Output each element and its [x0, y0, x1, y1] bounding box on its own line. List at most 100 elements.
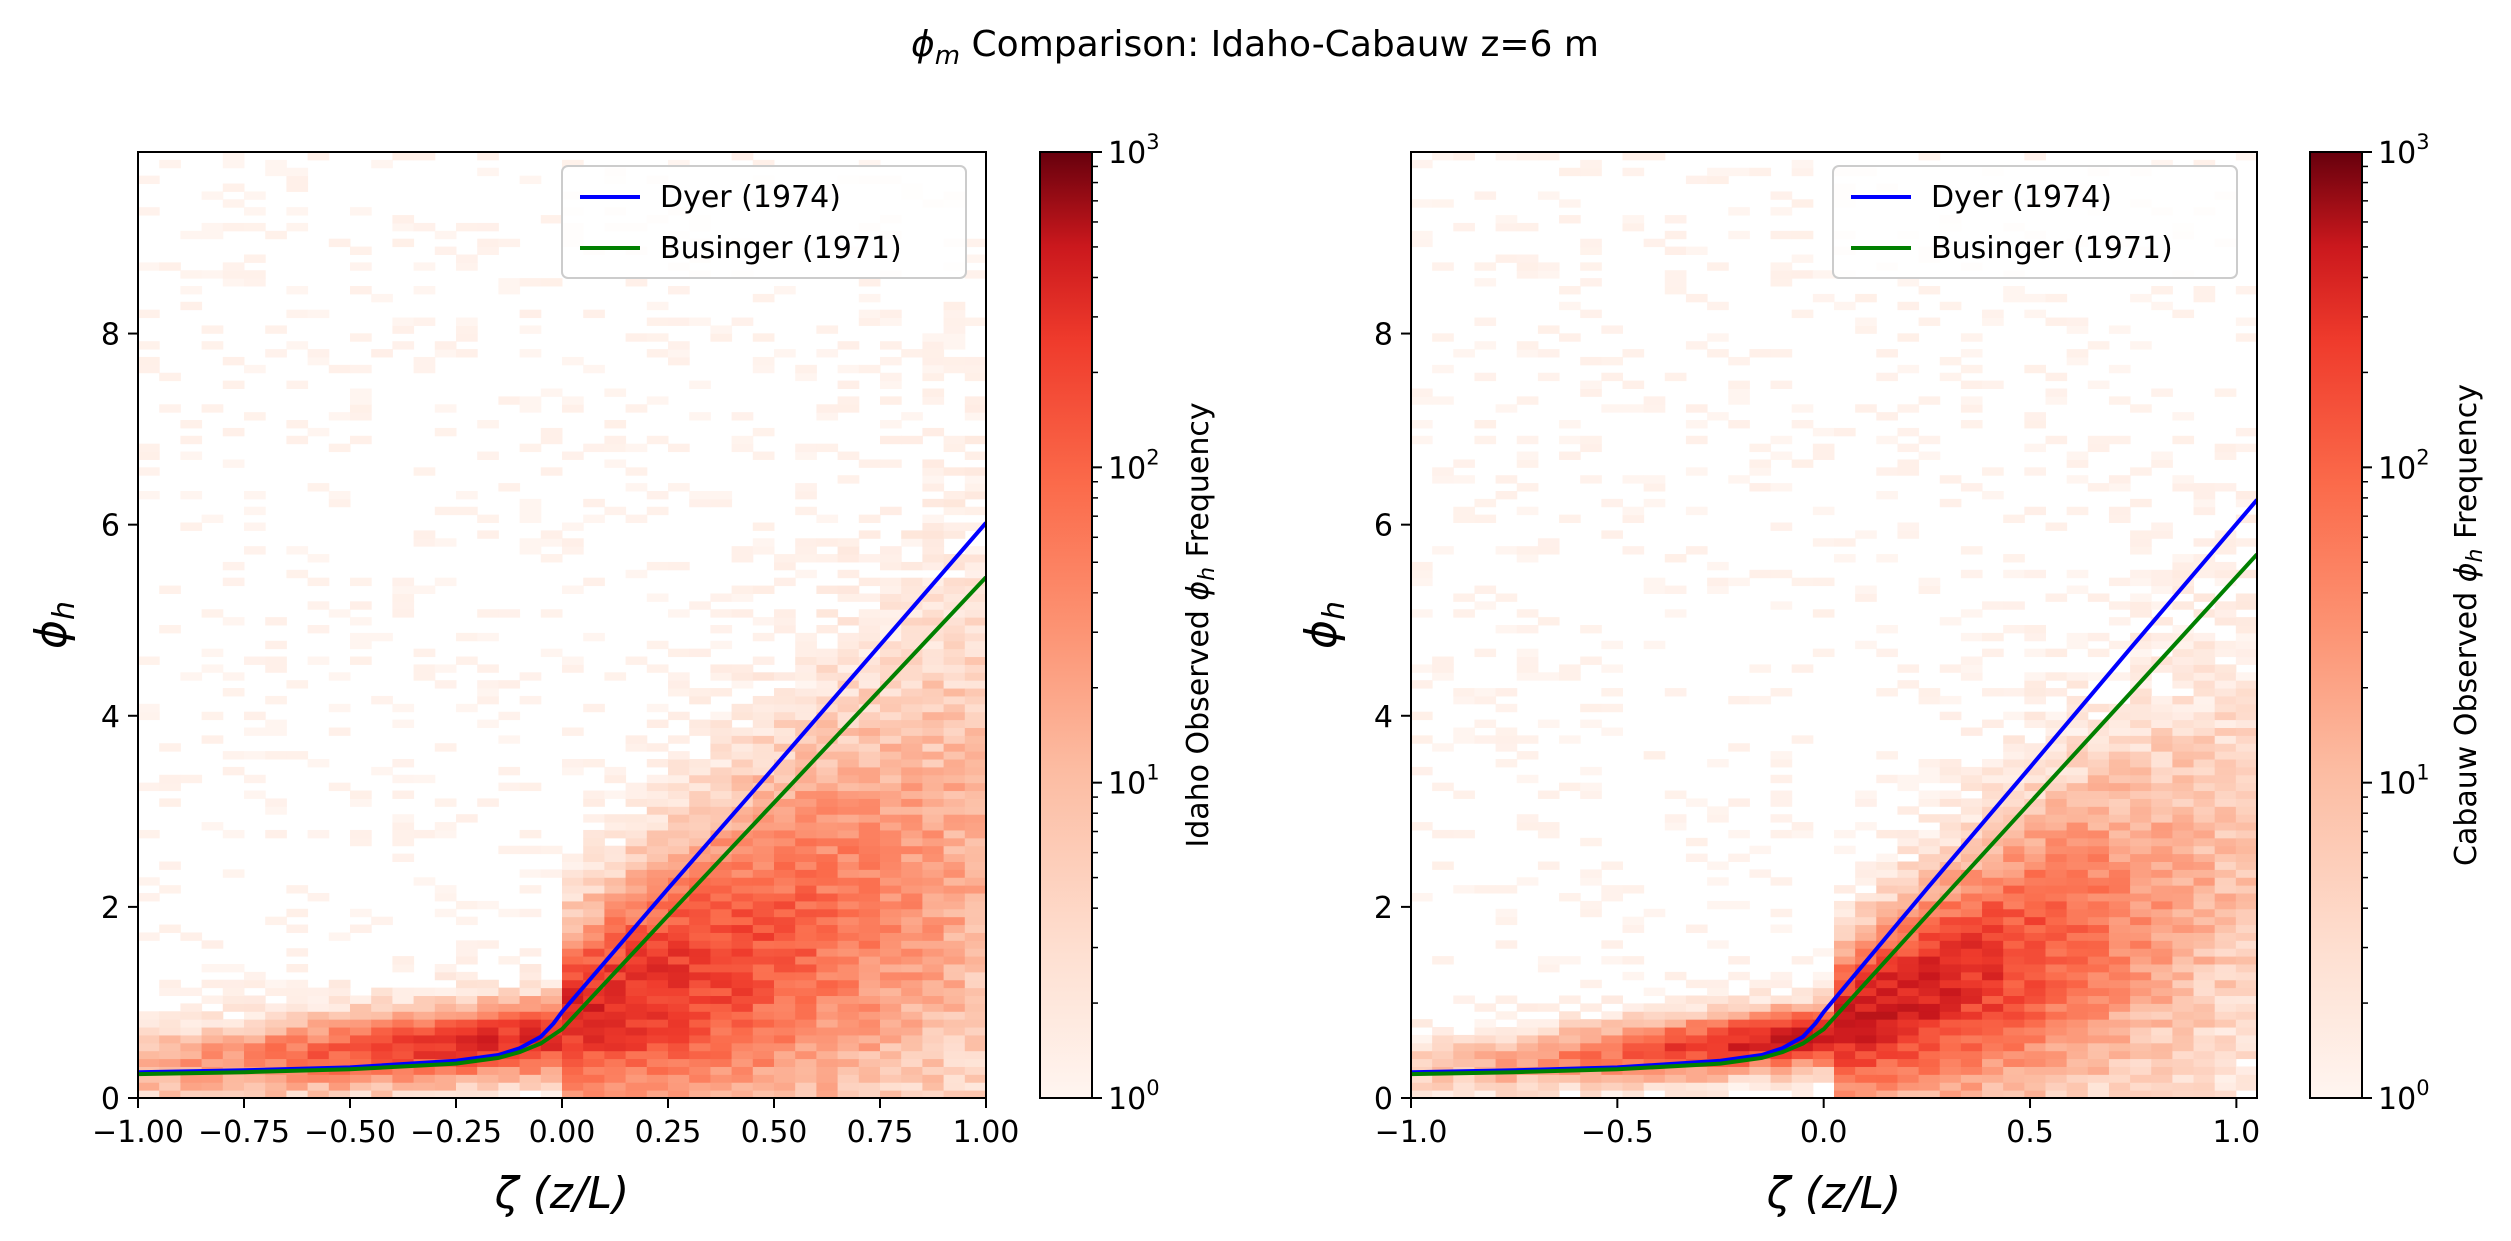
heatmap-cell: [2172, 1066, 2195, 1075]
heatmap-cell: [307, 893, 330, 902]
heatmap-cell: [477, 632, 499, 642]
heatmap-cell: [752, 932, 775, 941]
heatmap-cell: [2172, 585, 2195, 594]
heatmap-cell: [1728, 971, 1750, 981]
heatmap-cell: [1516, 664, 1539, 673]
heatmap-cell: [1918, 1058, 1941, 1067]
heatmap-cell: [2235, 569, 2257, 579]
heatmap-cell: [816, 829, 839, 839]
heatmap-cell: [2108, 877, 2131, 886]
heatmap-cell: [880, 1082, 902, 1091]
heatmap-cell: [1897, 877, 1920, 886]
heatmap-cell: [222, 1090, 245, 1098]
heatmap-cell: [562, 664, 584, 673]
heatmap-cell: [244, 1011, 266, 1020]
heatmap-cell: [1960, 569, 1983, 579]
heatmap-cell: [244, 995, 266, 1004]
heatmap-cell: [1559, 1074, 1581, 1083]
heatmap-cell: [2045, 751, 2068, 760]
heatmap-cell: [922, 774, 945, 784]
heatmap-cell: [519, 1074, 542, 1083]
heatmap-cell: [731, 1003, 754, 1012]
x-tick-label: 0.00: [529, 1115, 596, 1150]
heatmap-cell: [519, 979, 542, 989]
heatmap-cell: [2193, 1090, 2216, 1098]
heatmap-cell: [2087, 672, 2110, 681]
heatmap-cell: [901, 759, 923, 768]
heatmap-cell: [2214, 1027, 2237, 1036]
heatmap-cell: [2087, 1066, 2110, 1075]
heatmap-cell: [265, 1042, 287, 1052]
heatmap-cell: [1855, 1074, 1877, 1083]
heatmap-cell: [880, 640, 902, 650]
heatmap-cell: [731, 317, 754, 326]
heatmap-cell: [731, 900, 754, 910]
heatmap-cell: [180, 1011, 203, 1020]
heatmap-cell: [2024, 987, 2046, 997]
heatmap-cell: [668, 356, 690, 366]
heatmap-cell: [350, 388, 372, 397]
heatmap-cell: [625, 893, 648, 902]
heatmap-cell: [2214, 577, 2237, 587]
heatmap-cell: [1982, 759, 2004, 768]
heatmap-cell: [2193, 869, 2216, 878]
right-legend: Dyer (1974) Businger (1971): [1832, 165, 2238, 279]
heatmap-cell: [2003, 1058, 2025, 1067]
heatmap-cell: [922, 656, 945, 665]
heatmap-cell: [2151, 459, 2173, 468]
heatmap-cell: [1791, 404, 1814, 413]
heatmap-cell: [1834, 1058, 1856, 1067]
heatmap-cell: [138, 877, 160, 886]
heatmap-cell: [774, 900, 796, 910]
heatmap-cell: [434, 404, 457, 413]
heatmap-cell: [2066, 695, 2089, 705]
heatmap-cell: [837, 861, 860, 870]
heatmap-cell: [1834, 940, 1856, 949]
heatmap-cell: [837, 751, 860, 760]
heatmap-cell: [2151, 759, 2173, 768]
heatmap-cell: [2003, 1011, 2025, 1020]
heatmap-cell: [625, 971, 648, 981]
heatmap-cell: [1939, 924, 1962, 933]
heatmap-cell: [668, 766, 690, 776]
heatmap-cell: [1559, 1019, 1581, 1028]
heatmap-cell: [710, 782, 733, 792]
heatmap-cell: [646, 908, 669, 918]
heatmap-cell: [731, 971, 754, 981]
heatmap-cell: [689, 1074, 711, 1083]
heatmap-cell: [922, 1066, 945, 1075]
heatmap-cell: [583, 963, 605, 973]
heatmap-cell: [244, 506, 266, 516]
heatmap-cell: [880, 924, 902, 933]
heatmap-cell: [434, 1042, 457, 1052]
heatmap-cell: [1516, 1034, 1539, 1044]
heatmap-cell: [1537, 719, 1560, 728]
heatmap-cell: [964, 822, 986, 831]
heatmap-cell: [1960, 404, 1983, 413]
heatmap-cell: [2151, 971, 2173, 981]
heatmap-cell: [2235, 1050, 2257, 1060]
heatmap-cell: [901, 1074, 923, 1083]
heatmap-cell: [668, 932, 690, 941]
heatmap-cell: [1918, 845, 1941, 855]
heatmap-cell: [1537, 1042, 1560, 1052]
heatmap-cell: [1707, 1019, 1729, 1028]
heatmap-cell: [307, 625, 330, 634]
heatmap-cell: [964, 861, 986, 870]
heatmap-cell: [604, 1058, 627, 1067]
heatmap-cell: [710, 609, 733, 618]
heatmap-cell: [837, 877, 860, 886]
heatmap-cell: [456, 987, 478, 997]
heatmap-cell: [858, 869, 881, 878]
heatmap-cell: [138, 656, 160, 665]
heatmap-cell: [2003, 893, 2025, 902]
heatmap-cell: [2235, 1034, 2257, 1044]
heatmap-cell: [880, 435, 902, 445]
heatmap-cell: [816, 782, 839, 792]
heatmap-cell: [901, 617, 923, 626]
heatmap-cell: [519, 1019, 542, 1028]
heatmap-cell: [498, 1090, 521, 1098]
heatmap-cell: [392, 1042, 415, 1052]
heatmap-cell: [689, 1003, 711, 1012]
heatmap-cell: [2045, 814, 2068, 823]
